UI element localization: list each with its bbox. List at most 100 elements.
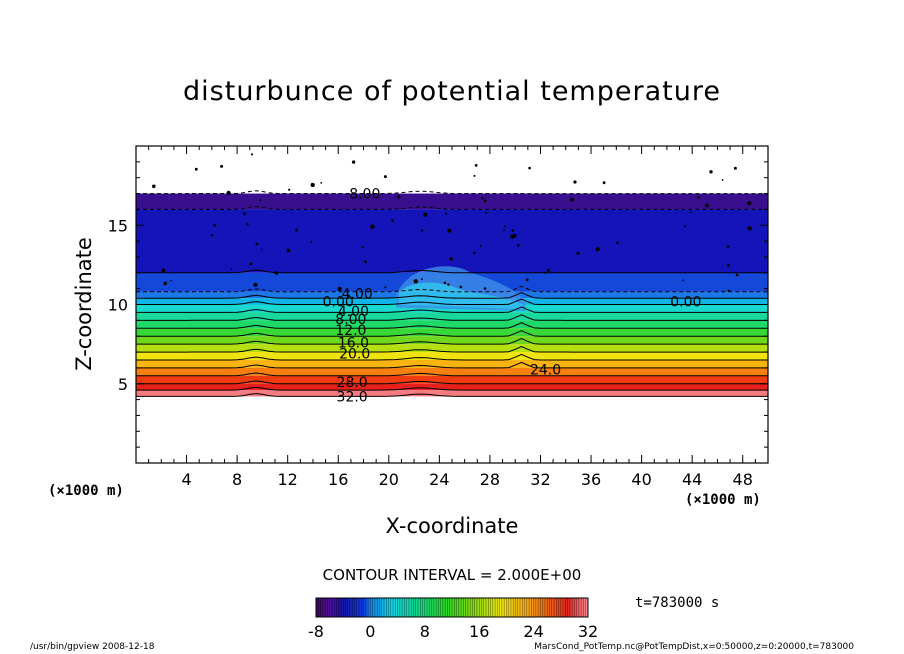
colorbar-cell-34 (393, 598, 396, 617)
contour-speck-44 (152, 184, 156, 189)
contour-speck-17 (421, 278, 423, 281)
colorbar-cell-30 (384, 598, 387, 617)
y-tick-label-5: 5 (118, 375, 128, 394)
x-tick-label-40: 40 (631, 470, 651, 489)
contour-speck-79 (528, 166, 531, 170)
contour-speck-47 (682, 279, 685, 282)
contour-label-5: 8.00 (335, 312, 366, 328)
contour-speck-88 (485, 211, 488, 214)
colorbar-cell-115 (576, 598, 580, 617)
contour-speck-77 (473, 251, 476, 255)
x-tick-label-32: 32 (530, 470, 550, 489)
colorbar-cell-5 (327, 598, 330, 617)
contour-speck-21 (420, 229, 424, 232)
contour-line-0 (136, 205, 768, 210)
contour-speck-3 (320, 182, 323, 184)
contour-speck-69 (690, 211, 692, 214)
colorbar-cell-23 (368, 598, 371, 617)
colorbar-cell-99 (540, 598, 543, 617)
footer-left: /usr/bin/gpview 2008-12-18 (30, 642, 155, 652)
contour-speck-29 (503, 229, 505, 232)
colorbar-cell-13 (345, 598, 349, 617)
x-tick-label-36: 36 (581, 470, 601, 489)
y-tick-label-10: 10 (108, 296, 128, 315)
contour-label-1: 4.00 (342, 286, 373, 302)
colorbar-cell-29 (381, 598, 385, 617)
contour-speck-25 (483, 287, 487, 290)
colorbar-frame (315, 597, 589, 618)
contour-speck-53 (733, 166, 737, 170)
colorbar-cell-59 (449, 598, 453, 617)
colorbar-cell-93 (526, 598, 530, 617)
colorbar-cell-36 (397, 598, 401, 617)
contour-line-16 (136, 393, 768, 397)
contour-speck-66 (595, 247, 600, 252)
footer-right: MarsCond_PotTemp.nc@PotTempDist,x=0:5000… (534, 642, 854, 652)
contour-line-3 (136, 292, 768, 299)
contour-speck-85 (576, 251, 580, 255)
contour-interval-label: CONTOUR INTERVAL = 2.000E+00 (322, 566, 582, 584)
colorbar-cell-65 (463, 598, 466, 617)
colorbar-cell-79 (495, 598, 498, 617)
contour-speck-46 (310, 240, 313, 243)
colorbar-cell-17 (354, 598, 358, 617)
contour-speck-49 (511, 229, 515, 232)
colorbar-cell-56 (442, 598, 446, 617)
colorbar-cell-22 (365, 598, 369, 617)
colorbar-cell-32 (388, 598, 392, 617)
colorbar-cell-114 (574, 598, 577, 617)
colorbar-cell-100 (542, 598, 546, 617)
colorbar-cell-82 (501, 598, 505, 617)
colorbar-cell-66 (465, 598, 469, 617)
contour-speck-26 (364, 260, 367, 264)
colorbar-cell-72 (479, 598, 482, 617)
contour-label-7: 16.0 (338, 336, 369, 352)
contour-label-3: 0.00 (670, 294, 701, 310)
colorbar-cell-73 (481, 598, 485, 617)
colorbar-cell-6 (329, 598, 333, 617)
colorbar-cell-68 (470, 598, 473, 617)
x-axis-unit-left: (×1000 m) (48, 483, 124, 499)
contour-speck-2 (194, 167, 198, 171)
x-axis-label: X-coordinate (385, 514, 519, 538)
colorbar-cell-57 (445, 598, 448, 617)
contour-speck-0 (445, 212, 448, 215)
contour-speck-74 (211, 234, 214, 237)
time-label: t=783000 s (635, 595, 720, 611)
colorbar-cell-7 (331, 598, 335, 617)
colorbar-cell-117 (581, 598, 584, 617)
colorbar-cell-0 (316, 598, 319, 617)
contour-line-10 (136, 345, 768, 353)
contour-speck-8 (727, 264, 730, 267)
color-band-15 (136, 383, 768, 391)
color-band-10 (136, 344, 768, 353)
contour-label-8: 20.0 (339, 347, 370, 363)
contour-speck-50 (474, 164, 478, 167)
colorbar-cell-69 (472, 598, 475, 617)
contour-speck-12 (616, 241, 619, 245)
contour-label-4: 4.00 (338, 304, 369, 320)
colorbar-cell-49 (427, 598, 430, 617)
contour-speck-83 (361, 246, 364, 249)
colorbar-cell-1 (318, 598, 321, 617)
colorbar-cell-35 (395, 598, 398, 617)
colorbar-cell-109 (563, 598, 566, 617)
contour-speck-5 (243, 212, 246, 216)
color-band-14 (136, 375, 768, 384)
colorbar-cell-42 (411, 598, 414, 617)
contour-speck-72 (163, 281, 168, 286)
colorbar-cell-11 (340, 598, 344, 617)
colorbar-cell-78 (492, 598, 496, 617)
colorbar-cell-92 (524, 598, 528, 617)
colorbar-cell-60 (452, 598, 455, 617)
colorbar-cell-26 (374, 598, 378, 617)
contour-label-6: 12.0 (335, 323, 366, 339)
colorbar-cell-4 (325, 598, 328, 617)
colorbar-cell-52 (433, 598, 437, 617)
x-tick-label-4: 4 (181, 470, 191, 489)
contour-speck-14 (684, 225, 687, 228)
contour-speck-68 (255, 242, 259, 246)
colorbar-cell-12 (343, 598, 346, 617)
colorbar-cell-24 (370, 598, 373, 617)
